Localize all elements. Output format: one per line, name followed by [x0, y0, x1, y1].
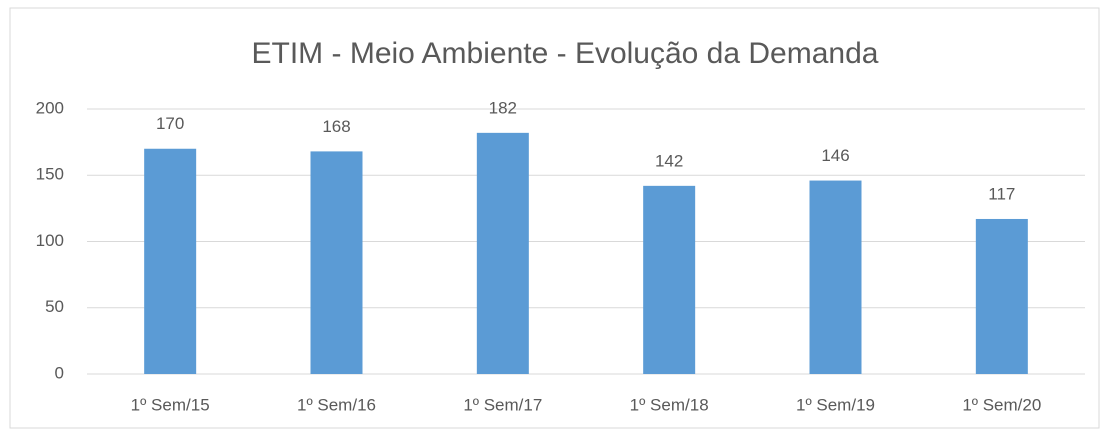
y-tick-label: 0	[55, 363, 64, 382]
x-tick-label: 1º Sem/17	[463, 395, 542, 414]
bar	[310, 151, 363, 374]
x-tick-label: 1º Sem/19	[796, 395, 875, 414]
data-label: 117	[988, 184, 1015, 203]
x-tick-label: 1º Sem/15	[131, 395, 210, 414]
x-tick-label: 1º Sem/20	[962, 395, 1041, 414]
bar	[809, 180, 862, 374]
chart-title: ETIM - Meio Ambiente - Evolução da Deman…	[252, 37, 879, 70]
data-label: 142	[655, 151, 683, 170]
y-tick-label: 150	[36, 165, 64, 184]
data-label: 182	[489, 98, 517, 117]
x-tick-label: 1º Sem/16	[297, 395, 376, 414]
y-tick-label: 200	[36, 98, 64, 117]
x-tick-label: 1º Sem/18	[630, 395, 709, 414]
bar	[144, 148, 197, 374]
y-tick-label: 50	[45, 297, 64, 316]
bar	[476, 132, 529, 374]
data-label: 168	[322, 117, 350, 136]
data-label: 146	[821, 146, 849, 165]
bar	[975, 218, 1028, 374]
bar	[643, 185, 696, 374]
y-tick-label: 100	[36, 231, 64, 250]
data-label: 170	[156, 114, 184, 133]
